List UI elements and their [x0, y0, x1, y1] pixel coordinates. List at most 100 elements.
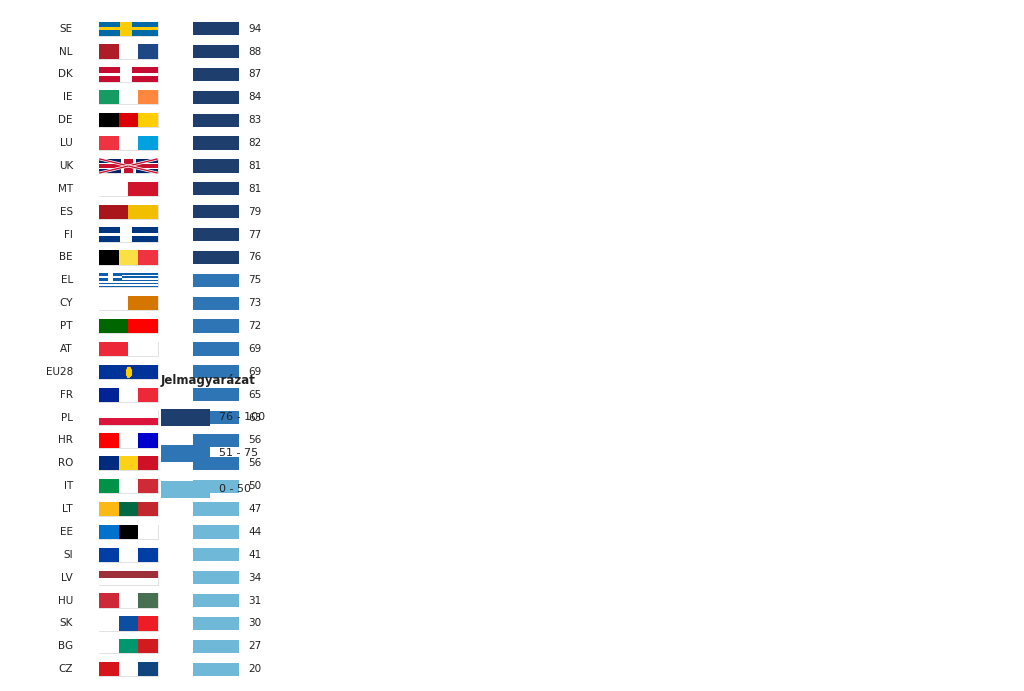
Text: 34: 34 [248, 573, 261, 583]
Bar [120, 67, 132, 82]
Bar [99, 388, 119, 401]
Bar [99, 273, 158, 287]
Bar [99, 342, 128, 356]
Bar [99, 91, 119, 104]
Text: BG: BG [57, 641, 73, 652]
Text: LT: LT [62, 504, 73, 514]
Bar [161, 409, 210, 426]
Text: 79: 79 [248, 207, 261, 217]
Bar [138, 616, 158, 631]
Bar [99, 205, 128, 219]
Bar [99, 388, 158, 401]
Bar [128, 296, 158, 310]
Bar [99, 571, 158, 585]
Bar [138, 548, 158, 562]
Bar [99, 578, 158, 585]
Bar [138, 479, 158, 493]
Bar [193, 480, 240, 493]
Bar [99, 525, 158, 539]
Bar [138, 525, 158, 539]
Bar [99, 73, 158, 76]
Bar [99, 571, 158, 578]
Bar [119, 388, 138, 401]
Bar [119, 616, 138, 631]
Text: 27: 27 [248, 641, 261, 652]
Bar [193, 502, 240, 515]
Text: BE: BE [59, 252, 73, 263]
Text: 44: 44 [248, 527, 261, 537]
Bar [99, 67, 158, 82]
Text: 31: 31 [248, 596, 261, 605]
Bar [124, 159, 133, 173]
Text: 76 - 100: 76 - 100 [219, 413, 265, 422]
Bar [128, 342, 158, 356]
Text: CZ: CZ [58, 664, 73, 674]
Text: 69: 69 [248, 367, 261, 377]
Bar [193, 113, 240, 127]
Bar [99, 159, 158, 173]
Bar [119, 456, 138, 471]
Text: 82: 82 [248, 138, 261, 148]
Bar [99, 548, 158, 562]
Text: LU: LU [60, 138, 73, 148]
Bar [99, 280, 158, 281]
Bar [99, 283, 158, 284]
Bar [193, 296, 240, 310]
Bar [193, 571, 240, 585]
Text: 47: 47 [248, 504, 261, 514]
Bar [119, 91, 138, 104]
Bar [138, 594, 158, 607]
Bar [161, 481, 210, 498]
Bar [128, 182, 158, 196]
Bar [99, 182, 158, 196]
Bar [99, 250, 158, 265]
Bar [99, 502, 119, 516]
Text: UK: UK [58, 161, 73, 171]
Bar [193, 525, 240, 538]
Bar [99, 319, 158, 333]
Bar [99, 662, 119, 676]
Bar [193, 663, 240, 676]
Text: DK: DK [58, 70, 73, 79]
Bar [193, 160, 240, 173]
Bar [99, 273, 122, 281]
Text: 65: 65 [248, 390, 261, 399]
Text: AT: AT [60, 344, 73, 354]
Bar [99, 616, 158, 631]
Bar [99, 27, 158, 30]
Text: EL: EL [60, 275, 73, 285]
Bar [99, 456, 158, 471]
Text: EE: EE [60, 527, 73, 537]
Text: HR: HR [58, 435, 73, 446]
Bar [119, 250, 138, 265]
Text: CY: CY [59, 299, 73, 308]
Bar [119, 479, 138, 493]
Text: 69: 69 [248, 344, 261, 354]
Bar [193, 22, 240, 35]
Bar [193, 411, 240, 424]
Bar [99, 479, 119, 493]
Bar [99, 502, 158, 516]
Bar [138, 136, 158, 150]
Bar [99, 296, 128, 310]
Bar [193, 251, 240, 264]
Text: PT: PT [60, 321, 73, 331]
Bar [99, 276, 122, 278]
Bar [99, 365, 158, 379]
Text: 63: 63 [248, 413, 261, 423]
Bar [193, 319, 240, 332]
Bar [99, 479, 158, 493]
Bar [128, 319, 158, 333]
Bar [99, 639, 158, 654]
Bar [193, 342, 240, 356]
Bar [138, 250, 158, 265]
Bar [99, 21, 158, 36]
Bar [99, 163, 158, 169]
Bar [99, 594, 119, 607]
Text: 41: 41 [248, 550, 261, 560]
Text: 51 - 75: 51 - 75 [219, 448, 258, 458]
Bar [99, 227, 158, 242]
Bar [99, 365, 158, 379]
Bar [138, 433, 158, 448]
Bar [99, 91, 158, 104]
